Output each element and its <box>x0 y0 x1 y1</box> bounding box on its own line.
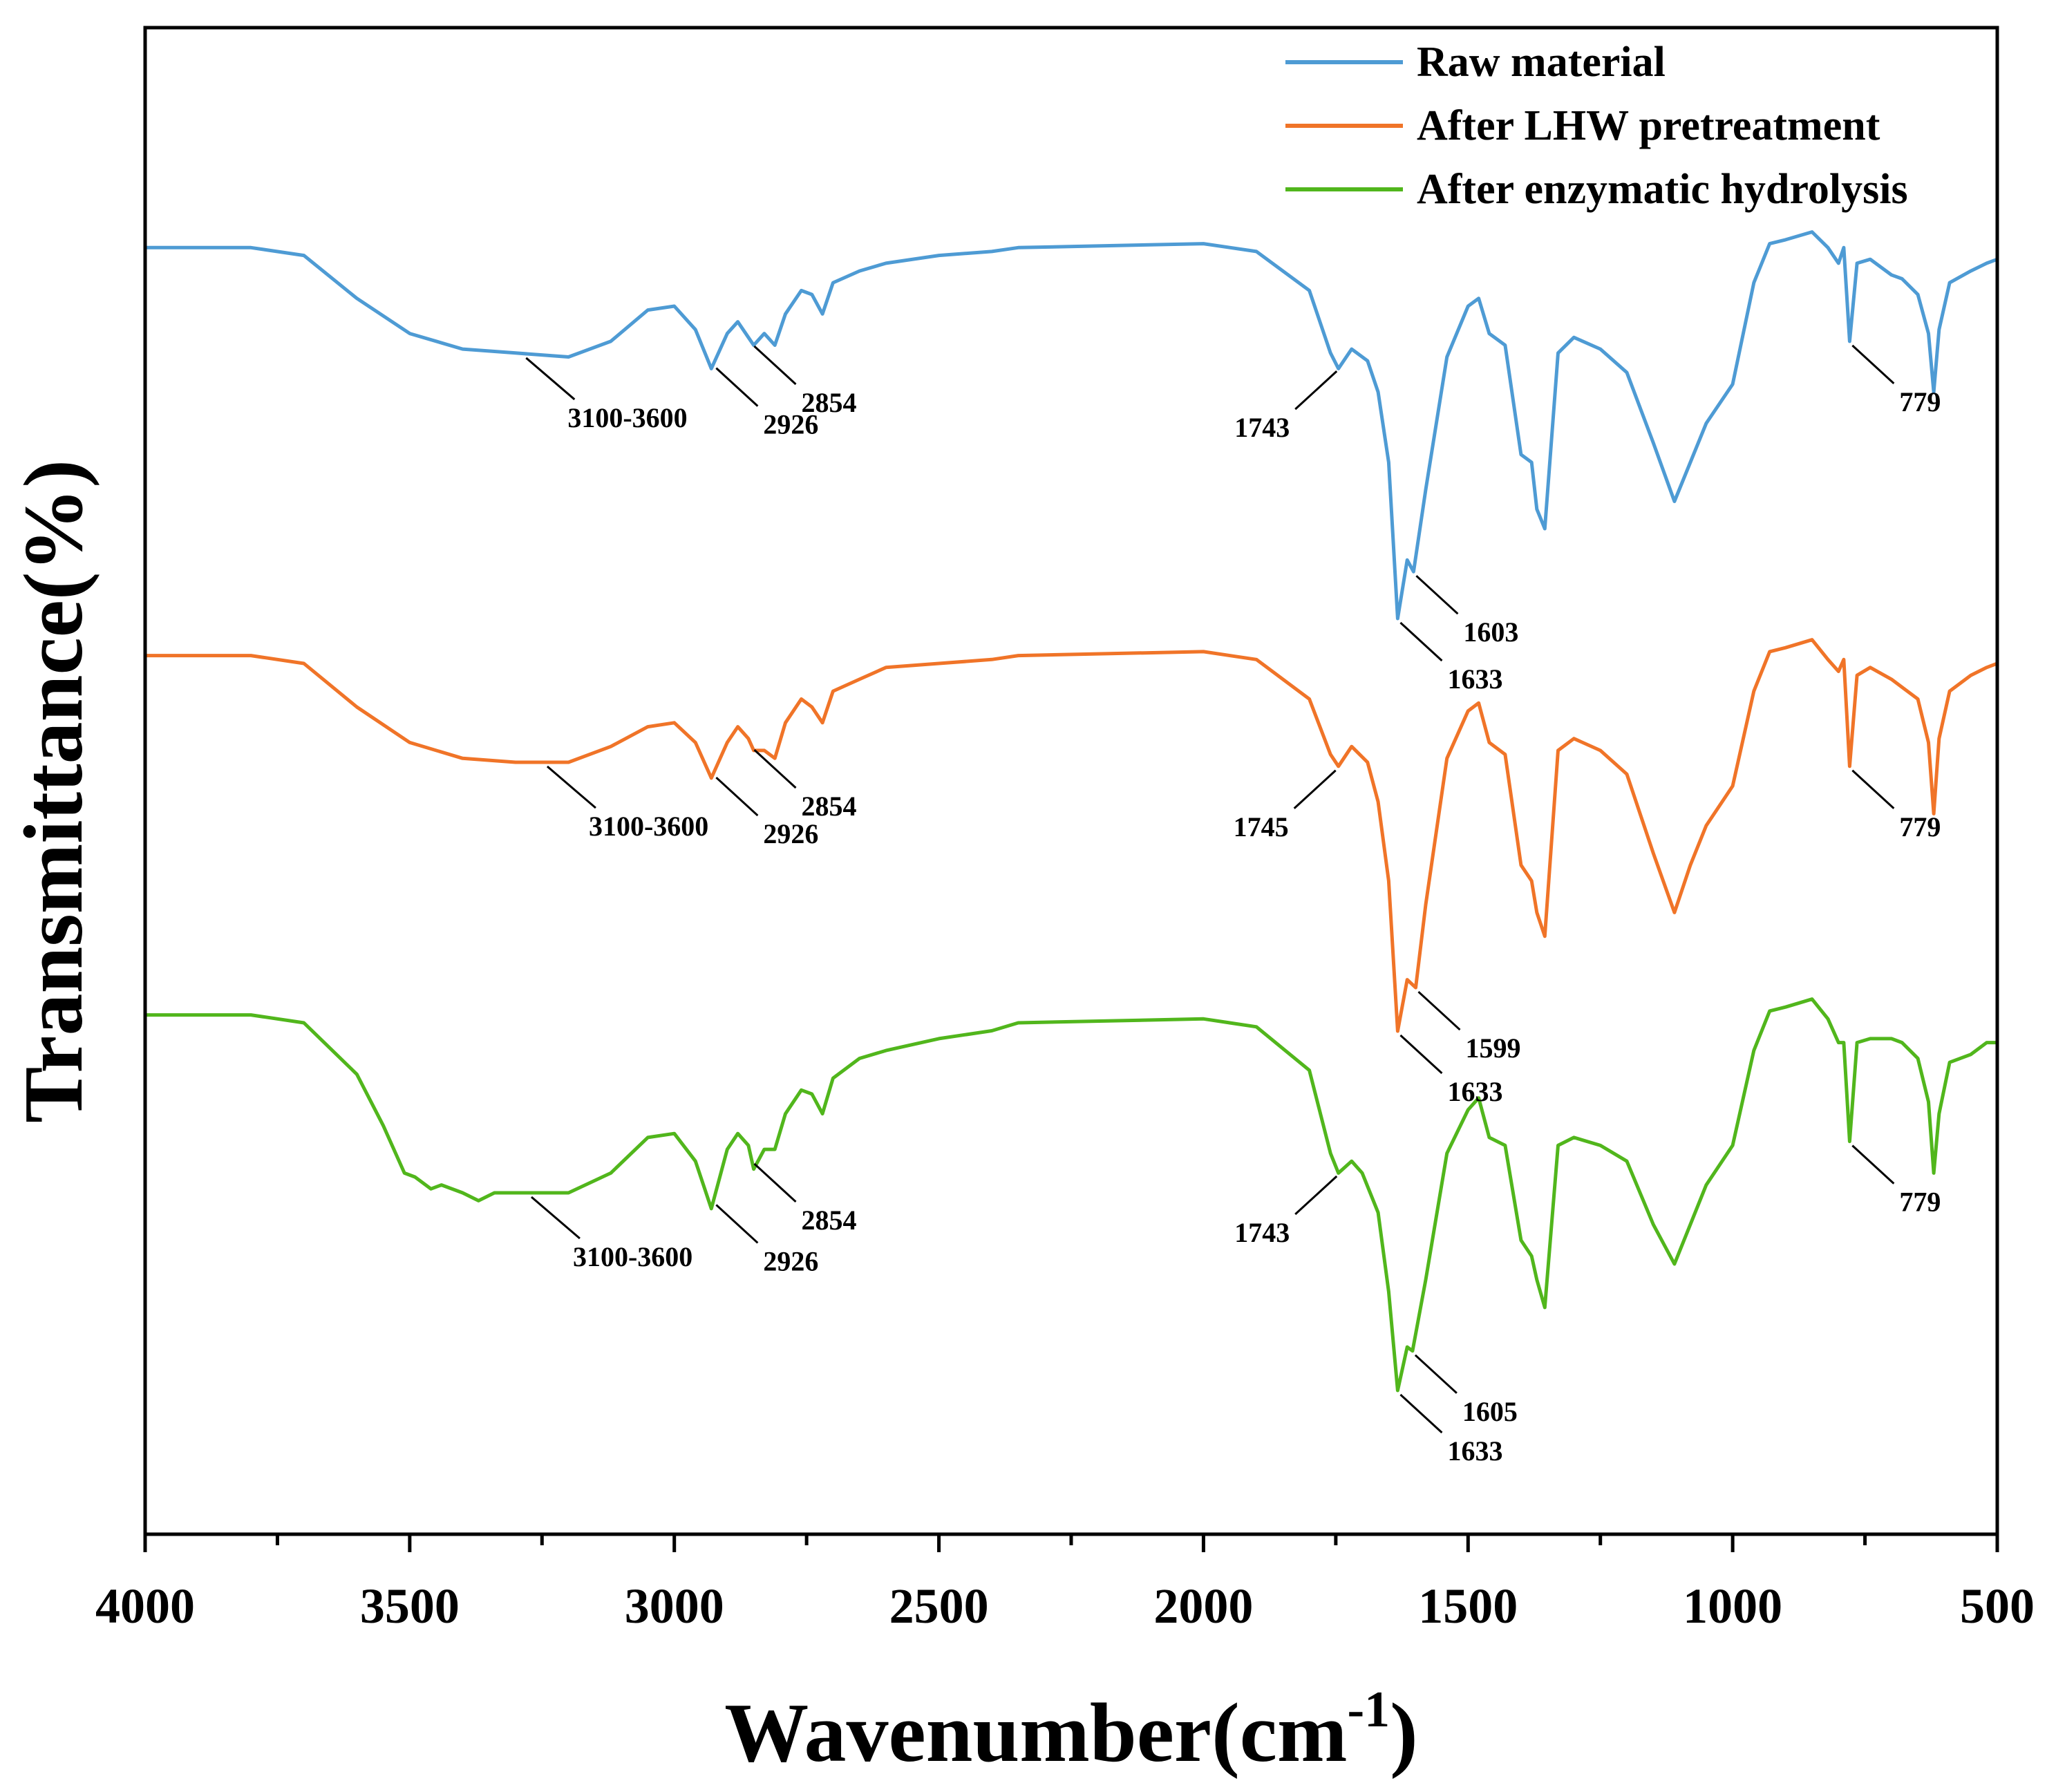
peak-label: 3100-3600 <box>567 402 687 433</box>
annotation-leader <box>1294 1175 1338 1216</box>
peak-label: 1743 <box>1234 1217 1290 1248</box>
x-tick-label: 1000 <box>1683 1578 1782 1634</box>
x-tick-label: 2500 <box>889 1578 989 1634</box>
legend: Raw material After LHW pretreatment After … <box>1285 39 1908 213</box>
peak-label: 1745 <box>1234 811 1289 842</box>
annotation-leader <box>753 1162 797 1203</box>
plot-frame <box>143 26 1999 1536</box>
x-axis-ticks: 4000 3500 3000 2500 2000 1500 1000 500 <box>95 1534 2035 1634</box>
peak-label: 3100-3600 <box>589 811 708 842</box>
annotation-leader <box>1399 1034 1443 1075</box>
peak-label: 3100-3600 <box>573 1241 692 1272</box>
peak-label: 2854 <box>802 1205 857 1236</box>
annotation-leader <box>1851 769 1895 809</box>
annotation-leader <box>715 1204 759 1244</box>
x-axis-title: Wavenumber(cm-1) <box>724 1681 1418 1780</box>
annotation-leader <box>1414 1354 1458 1394</box>
peak-label: 1599 <box>1465 1032 1520 1064</box>
x-tick-label: 4000 <box>95 1578 195 1634</box>
x-tick-label: 1500 <box>1418 1578 1518 1634</box>
annotation-leader <box>1851 1144 1895 1185</box>
peak-label: 1633 <box>1447 663 1502 695</box>
x-tick-label: 3000 <box>625 1578 724 1634</box>
x-axis-title-sup: -1 <box>1348 1681 1390 1738</box>
legend-label-2: After LHW pretreatment <box>1417 102 1880 149</box>
series-line-3 <box>143 997 1999 1393</box>
x-axis-title-main: Wavenumber(cm <box>724 1686 1347 1780</box>
annotation-leader <box>546 765 596 809</box>
series-line-2 <box>143 638 1999 1033</box>
annotation-leader <box>1851 344 1895 384</box>
peak-label: 1743 <box>1234 412 1290 443</box>
x-tick-label: 2000 <box>1153 1578 1253 1634</box>
x-axis-title-close: ) <box>1390 1686 1418 1780</box>
y-axis-title: Transmittance(%) <box>7 460 100 1123</box>
legend-label-1: Raw material <box>1417 39 1666 86</box>
peak-label: 1633 <box>1447 1076 1502 1107</box>
annotation-leader <box>1294 370 1338 411</box>
peak-label: 2854 <box>802 387 857 418</box>
peak-label: 779 <box>1899 1187 1941 1218</box>
peak-label: 1603 <box>1463 616 1518 648</box>
peak-label: 2926 <box>763 1245 818 1276</box>
annotation-leader <box>715 776 759 817</box>
annotation-leader <box>753 748 797 789</box>
series-line-1 <box>143 230 1999 621</box>
annotation-leader <box>1415 575 1459 615</box>
peak-label: 2926 <box>763 409 818 440</box>
annotation-leader <box>753 345 797 386</box>
annotation-leader <box>1399 1393 1443 1434</box>
annotation-leader <box>1399 621 1443 662</box>
peak-label: 1633 <box>1447 1435 1502 1466</box>
peak-label: 779 <box>1899 811 1941 842</box>
annotation-leader <box>1417 990 1461 1031</box>
peak-label: 2926 <box>763 818 818 849</box>
x-tick-label: 3500 <box>360 1578 460 1634</box>
series-layer <box>143 230 1999 1393</box>
legend-label-3: After enzymatic hydrolysis <box>1417 166 1908 213</box>
annotation-leader <box>715 367 759 407</box>
annotation-leader <box>530 1196 581 1240</box>
peak-label: 779 <box>1899 386 1941 417</box>
annotation-leader <box>525 357 576 401</box>
annotation-layer: 3100-3600 292628541743160316337793100-360… <box>525 344 1941 1466</box>
peak-label: 2854 <box>802 791 857 822</box>
annotation-leader <box>1293 769 1337 809</box>
peak-label: 1605 <box>1462 1396 1518 1427</box>
x-tick-label: 500 <box>1960 1578 2035 1634</box>
